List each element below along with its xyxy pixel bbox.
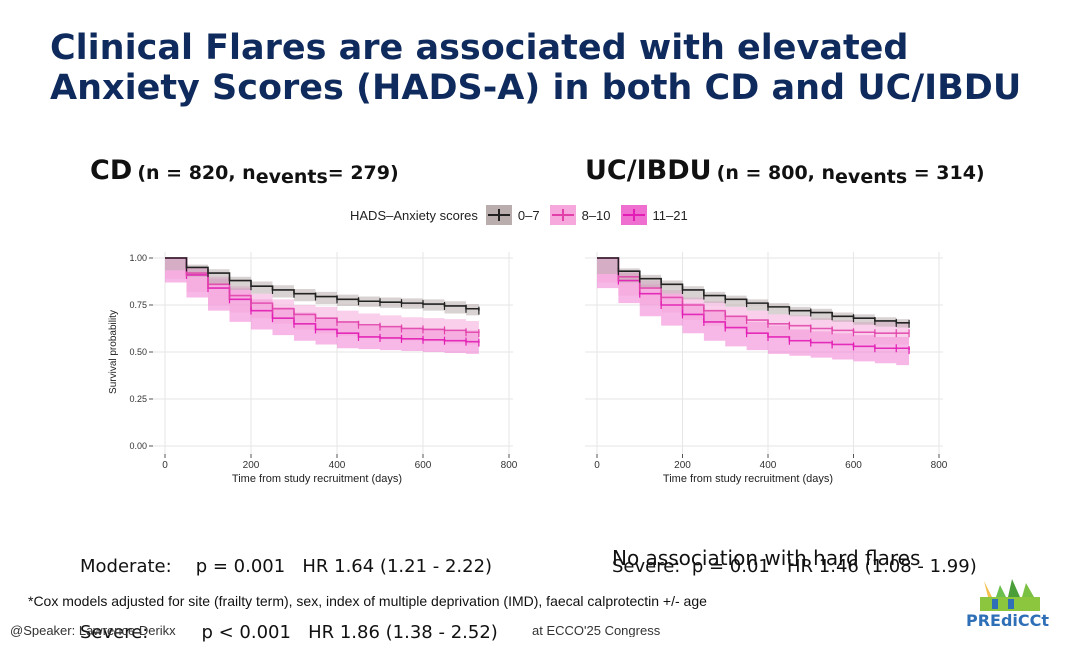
legend-tick-0-7 (497, 209, 500, 221)
cd-chart: 0 200 400 600 800 0.00 0.25 0.50 0.75 1.00 Surviva… (108, 252, 518, 485)
cd-stats: Moderate: p = 0.001 HR 1.64 (1.21 - 2.22… (80, 512, 498, 666)
cd-y-axis-label: Survival probability (108, 310, 119, 394)
congress-credit: at ECCO'25 Congress (532, 623, 661, 637)
logo-graphic (980, 579, 1040, 611)
legend-item-0-7: 0–7 (485, 205, 540, 225)
cd-stat-moderate-label: Moderate: (80, 556, 172, 577)
cd-panel-events-sub: events (255, 166, 328, 189)
uc-note: No association with hard flares (612, 546, 921, 570)
cd-x-tick-label-3: 600 (415, 460, 432, 471)
cd-panel-n: (n = 820, n (137, 162, 256, 184)
uc-x-tick-label-0: 0 (594, 460, 600, 471)
uc-stat-severe-text: p = 0.01 HR 1.46 (1.08 - 1.99) (680, 556, 977, 577)
uc-panel-heading: UC/IBDU (n = 800, nevents = 314) (585, 155, 985, 188)
uc-x-tick-label-1: 200 (674, 460, 691, 471)
logo-text: PREdiCCt (966, 611, 1050, 630)
uc-x-tick-label-4: 800 (931, 460, 948, 471)
uc-stats: Severe: p = 0.01 HR 1.46 (1.08 - 1.99) (612, 512, 977, 600)
uc-series-line-2 (597, 257, 910, 351)
legend-title: HADS–Anxiety scores (350, 207, 478, 223)
slide-title-line-1: Clinical Flares are associated with elev… (50, 28, 909, 68)
cd-y-tick-label-4: 1.00 (129, 253, 147, 263)
slide-title-line-2: Anxiety Scores (HADS-A) in both CD and U… (50, 68, 1022, 108)
cd-x-axis-label: Time from study recruitment (days) (232, 473, 402, 485)
cd-ci-band-1 (165, 258, 479, 345)
cd-stat-severe-text: p < 0.001 HR 1.86 (1.38 - 2.52) (190, 622, 498, 643)
uc-x-tick-label-2: 400 (760, 460, 777, 471)
chart-legend: HADS–Anxiety scores 0–7 8–10 11–21 (350, 203, 698, 227)
cd-y-tick-label-1: 0.25 (129, 394, 147, 404)
uc-x-axis-label: Time from study recruitment (days) (663, 473, 833, 485)
legend-key-11-21 (620, 205, 647, 225)
legend-item-8-10: 8–10 (549, 205, 611, 225)
cd-panel-name: CD (90, 155, 133, 186)
cd-y-tick-label-3: 0.75 (129, 300, 147, 310)
legend-key-8-10 (549, 205, 576, 225)
cd-x-tick-label-0: 0 (162, 460, 168, 471)
km-charts: 0 200 400 600 800 0.00 0.25 0.50 0.75 1.00 Surviva… (108, 252, 948, 485)
predicct-logo: PREdiCCt (962, 575, 1062, 633)
cd-x-tick-label-4: 800 (501, 460, 518, 471)
cd-x-tick-label-2: 400 (329, 460, 346, 471)
cd-ci-band-0 (165, 258, 479, 316)
cd-stat-moderate: Moderate: p = 0.001 HR 1.64 (1.21 - 2.22… (80, 556, 498, 578)
speaker-credit: @Speaker: Lawrence Derikx (10, 623, 176, 637)
cd-panel-events: = 279) (327, 162, 399, 184)
uc-panel-n: (n = 800, n (716, 162, 836, 184)
legend-item-11-21: 11–21 (620, 205, 688, 225)
footnote: *Cox models adjusted for site (frailty t… (28, 593, 707, 609)
uc-ci-band-0 (597, 258, 910, 328)
uc-stat-severe: Severe: p = 0.01 HR 1.46 (1.08 - 1.99) (612, 556, 977, 578)
cd-panel-heading: CD (n = 820, nevents= 279) (90, 155, 399, 188)
cd-x-tick-label-1: 200 (243, 460, 260, 471)
uc-ci-band-1 (597, 258, 910, 345)
cd-y-tick-label-2: 0.50 (129, 347, 147, 357)
legend-label-0-7: 0–7 (517, 207, 540, 223)
cd-stat-moderate-text: p = 0.001 HR 1.64 (1.21 - 2.22) (190, 556, 493, 577)
legend-tick-8-10 (561, 209, 564, 221)
legend-tick-11-21 (632, 209, 635, 221)
legend-label-8-10: 8–10 (581, 207, 611, 223)
legend-key-0-7 (485, 205, 512, 225)
uc-chart: 0 200 400 600 800 Time from study recruitment… (585, 252, 948, 485)
slide-title: Clinical Flares are associated with elev… (50, 28, 1070, 108)
cd-y-tick-label-0: 0.00 (129, 441, 147, 451)
uc-x-tick-label-3: 600 (845, 460, 862, 471)
uc-panel-name: UC/IBDU (585, 155, 712, 186)
uc-panel-events: = 314) (907, 162, 985, 184)
legend-label-11-21: 11–21 (652, 207, 688, 223)
uc-panel-events-sub: events (835, 166, 908, 189)
uc-stat-severe-label: Severe: (612, 556, 681, 577)
